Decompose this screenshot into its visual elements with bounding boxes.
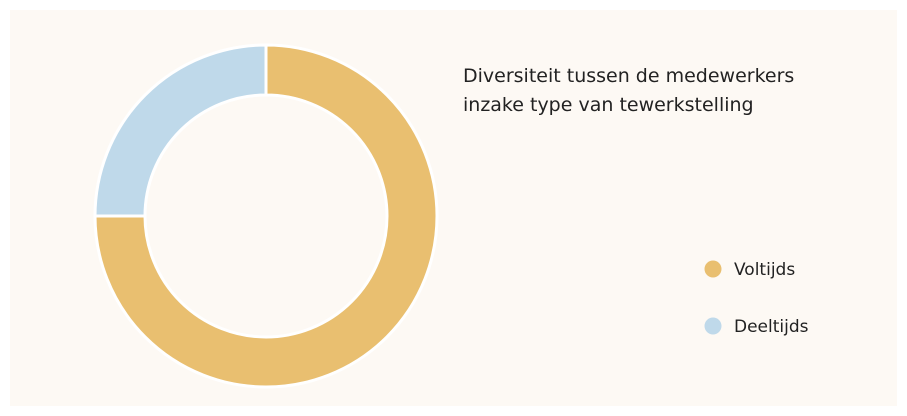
legend-label: Deeltijds [734, 317, 809, 337]
legend-swatch [704, 260, 722, 278]
donut-slice [93, 43, 268, 218]
donut-slice [93, 43, 439, 389]
chart-title: Diversiteit tussen de medewerkers inzake… [463, 65, 795, 116]
legend-swatch [704, 317, 722, 335]
legend-label: Voltijds [734, 260, 795, 280]
